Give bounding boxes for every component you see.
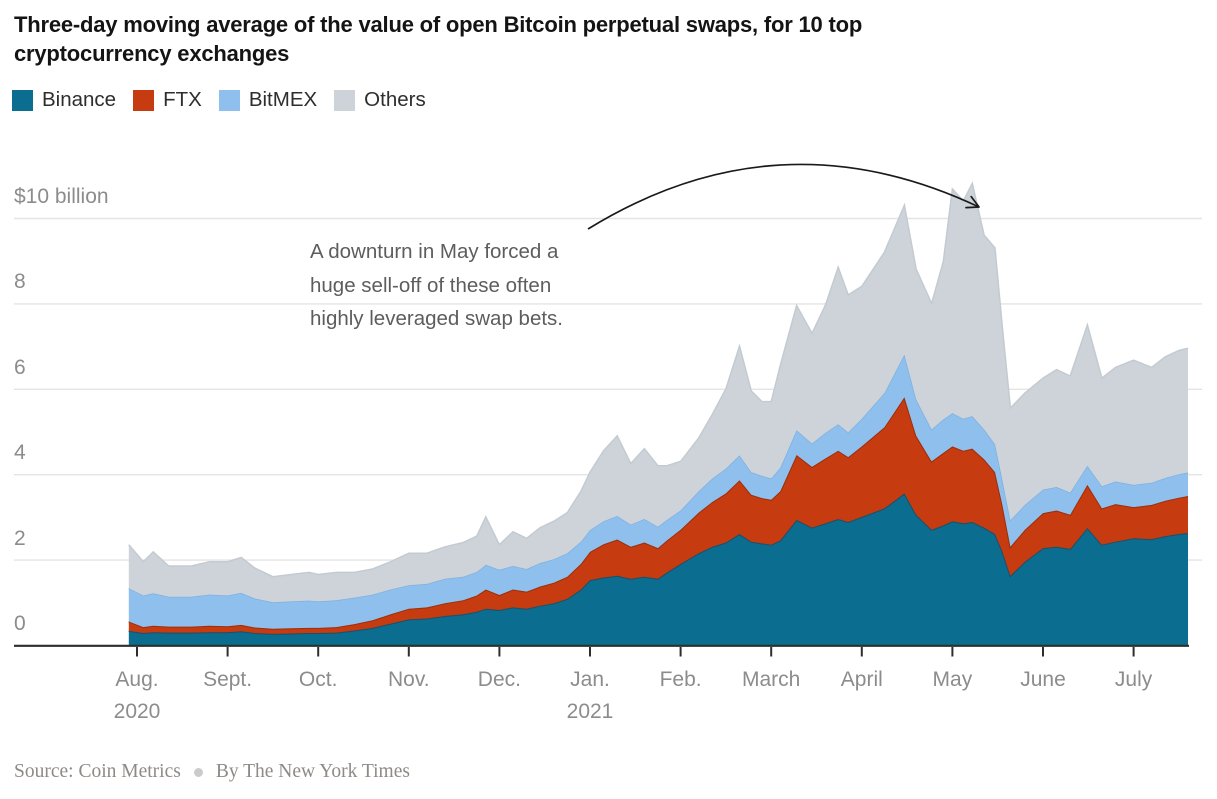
chart-title-line2: cryptocurrency exchanges	[14, 41, 290, 66]
y-axis-label: $10 billion	[14, 185, 109, 208]
x-axis-label: Jan.	[570, 668, 610, 691]
annotation-line: highly leveraged swap bets.	[310, 307, 563, 330]
area-ftx	[128, 397, 1188, 634]
x-axis-label: Sept.	[203, 668, 253, 691]
annotation-arrowhead-icon	[965, 195, 980, 209]
legend-swatch	[12, 89, 33, 111]
y-axis-label: 0	[14, 612, 26, 635]
source-byline: By The New York Times	[215, 761, 410, 782]
area-edge-others	[128, 181, 1189, 578]
legend-item-others: Others	[334, 88, 426, 112]
legend-label: FTX	[163, 88, 202, 111]
annotation-text: A downturn in May forced a huge sell-off…	[310, 235, 563, 336]
source-credit: Source: Coin Metrics	[14, 761, 181, 782]
x-axis-label: Aug.	[115, 668, 159, 691]
legend-label: Binance	[42, 88, 117, 111]
chart-title: Three-day moving average of the value of…	[14, 10, 1174, 68]
area-bitmex	[128, 354, 1188, 629]
legend-swatch	[133, 89, 155, 111]
separator-dot-icon	[193, 767, 203, 777]
legend-label: BitMEX	[248, 88, 318, 111]
y-axis-label: 4	[14, 441, 26, 465]
x-axis-label: June	[1020, 668, 1066, 691]
y-axis-label: 2	[14, 526, 26, 550]
x-axis-label: May	[932, 668, 973, 691]
legend-item-binance: Binance	[12, 88, 116, 112]
annotation-arrow	[587, 163, 980, 230]
area-binance	[128, 493, 1188, 645]
legend: Binance FTX BitMEX Others	[12, 88, 426, 112]
x-axis-year-label: 2020	[113, 700, 161, 723]
chart-title-line1: Three-day moving average of the value of…	[14, 12, 863, 37]
y-axis-label: 6	[14, 355, 26, 379]
x-axis-label: July	[1114, 668, 1153, 691]
source-line: Source: Coin Metrics By The New York Tim…	[14, 761, 410, 783]
legend-item-ftx: FTX	[133, 88, 202, 112]
x-axis-label: March	[742, 668, 801, 691]
legend-label: Others	[364, 88, 426, 111]
x-axis-label: April	[840, 668, 883, 691]
x-axis-year-label: 2021	[566, 700, 614, 723]
area-others	[128, 183, 1188, 603]
y-axis-label: 8	[14, 270, 26, 294]
x-axis-label: Feb.	[659, 668, 702, 691]
x-axis-label: Oct.	[298, 668, 338, 691]
x-axis-label: Nov.	[387, 668, 430, 691]
legend-item-bitmex: BitMEX	[218, 88, 318, 112]
legend-swatch	[334, 89, 356, 111]
x-axis-label: Dec.	[477, 668, 521, 691]
legend-swatch	[218, 89, 240, 111]
annotation-line: A downturn in May forced a	[310, 240, 559, 263]
annotation-line: huge sell-off of these often	[310, 273, 552, 297]
